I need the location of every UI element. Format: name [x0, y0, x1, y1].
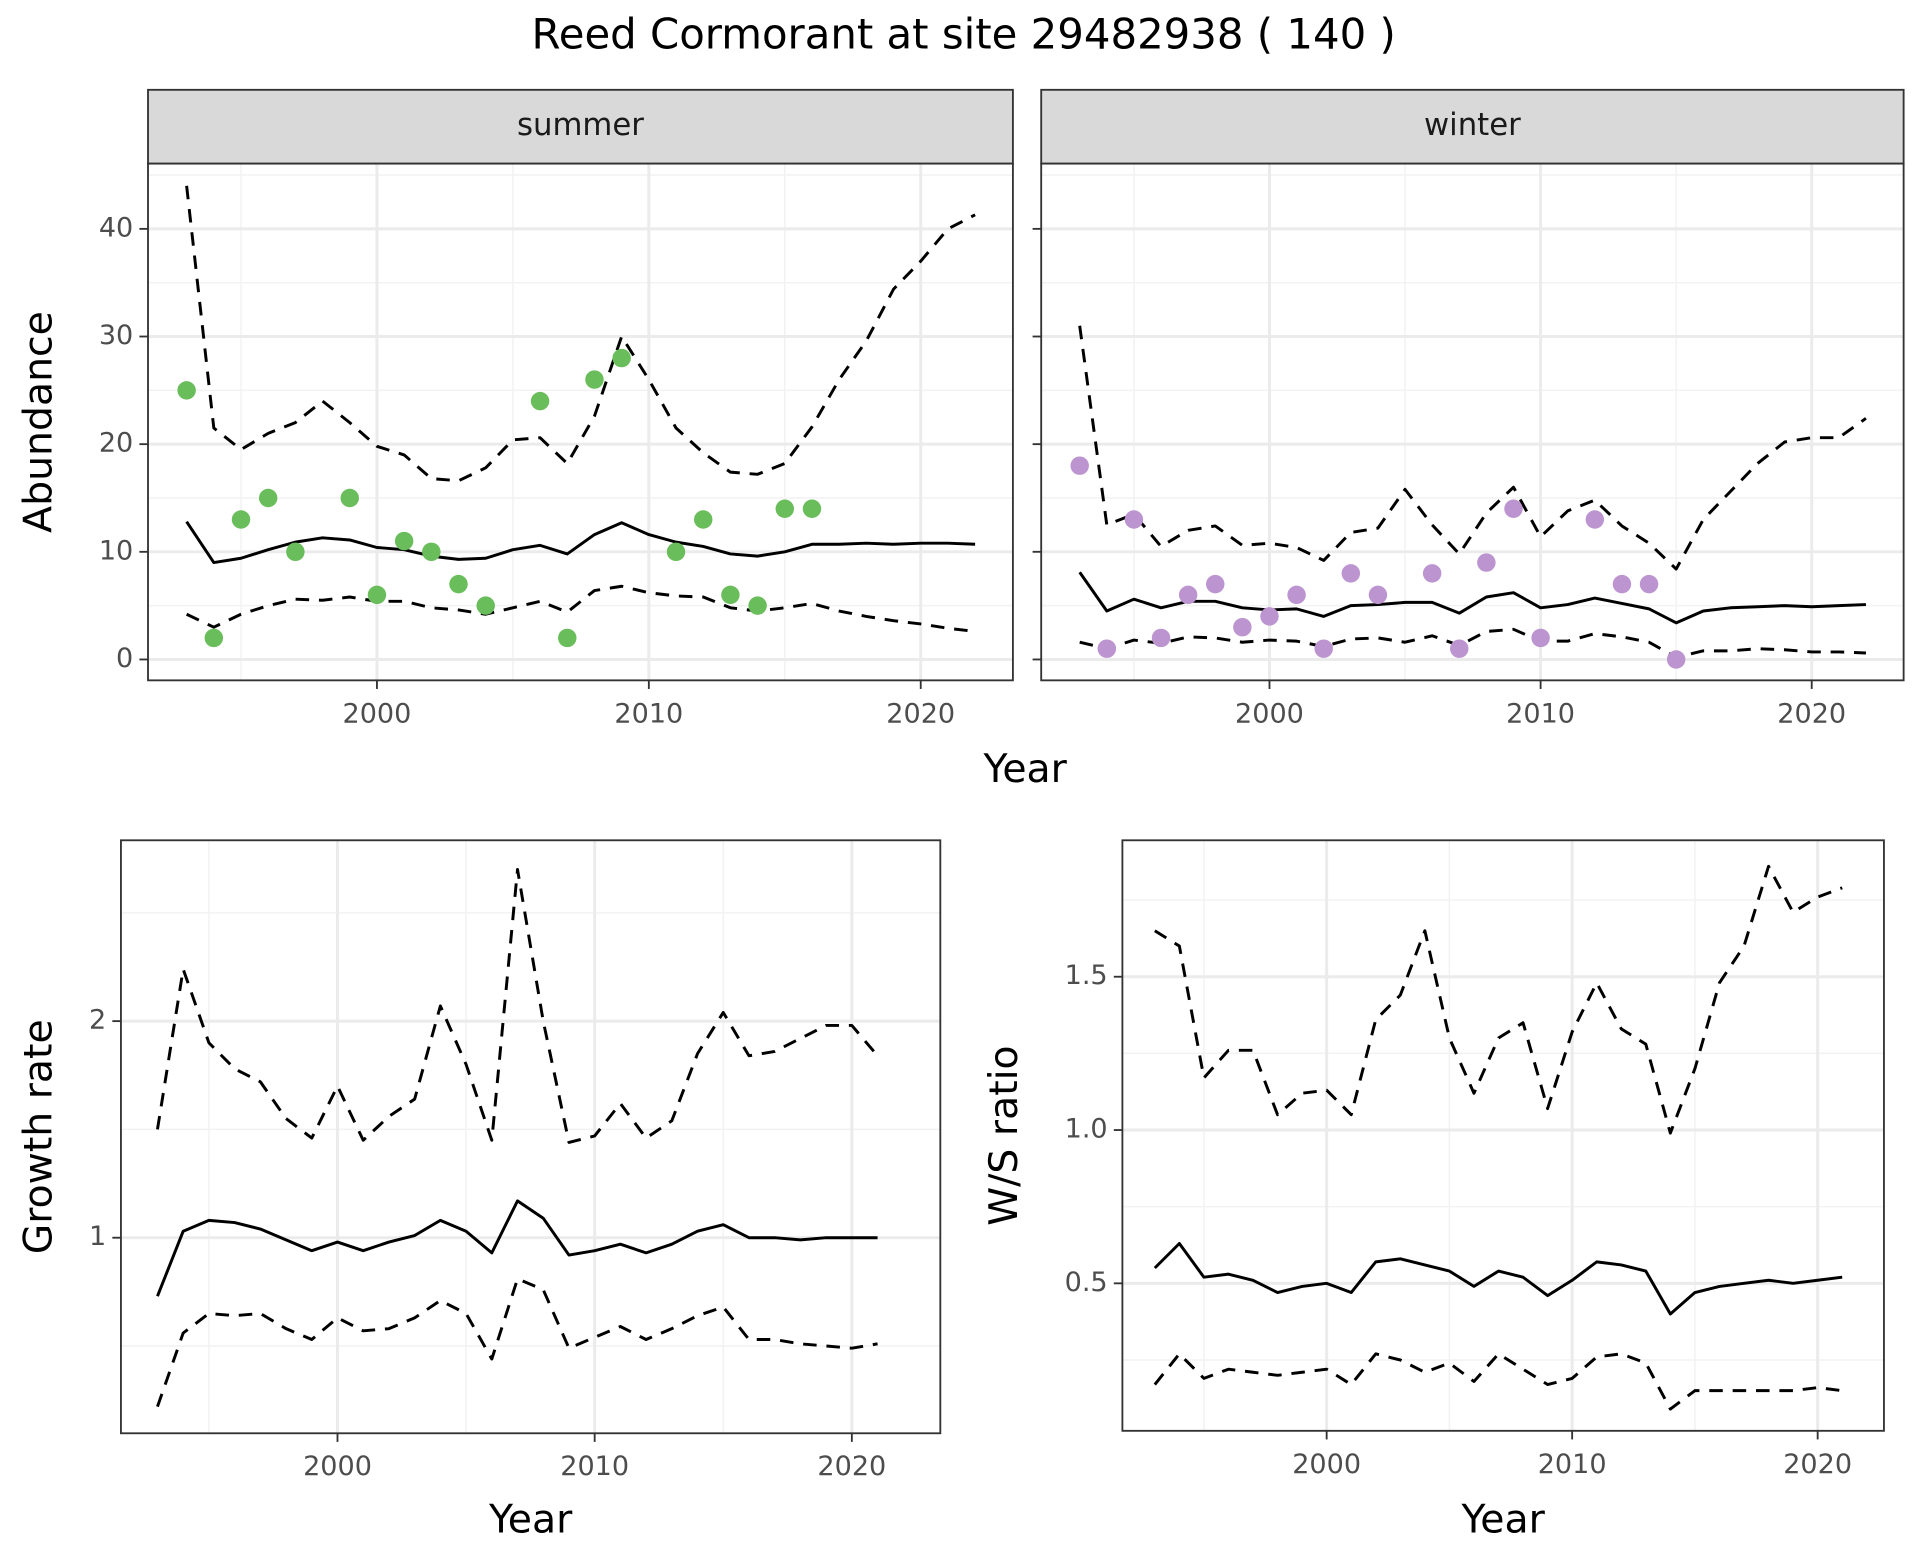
data-point: [802, 499, 822, 518]
y-tick-label: 1.0: [1065, 1114, 1108, 1145]
data-point: [1368, 585, 1388, 605]
data-point: [1070, 456, 1089, 475]
mean-line: [1153, 1242, 1843, 1316]
interval-line: [185, 185, 976, 483]
data-point: [1450, 639, 1469, 658]
y-tick-label: 40: [99, 212, 133, 243]
data-point: [530, 391, 550, 411]
data-point: [367, 585, 387, 605]
data-point: [721, 585, 740, 605]
data-point: [204, 628, 224, 648]
x-tick-label: 2010: [560, 1451, 629, 1482]
interval-line: [1079, 627, 1867, 659]
x-tick-label: 2010: [1538, 1449, 1607, 1480]
data-point: [612, 348, 631, 368]
data-point: [1585, 510, 1605, 529]
y-tick-label: 2: [89, 1005, 106, 1036]
data-point: [748, 596, 767, 615]
x-tick-label: 2020: [1783, 1449, 1852, 1480]
panel-background: [1122, 840, 1884, 1431]
data-point: [422, 542, 441, 562]
data-point: [693, 510, 713, 529]
panel-background: [120, 840, 941, 1434]
data-point: [1178, 585, 1198, 605]
data-point: [394, 531, 414, 551]
y-tick-label: 1.5: [1065, 960, 1108, 991]
data-point: [1612, 574, 1632, 594]
x-tick-label: 2000: [1235, 698, 1304, 729]
data-point: [666, 542, 686, 562]
data-point: [1206, 574, 1225, 594]
data-point: [449, 574, 468, 594]
x-tick-label: 2000: [1292, 1449, 1361, 1480]
y-axis-title: W/S ratio: [981, 1045, 1027, 1225]
data-point: [1314, 639, 1333, 658]
panel-background: [148, 163, 1013, 681]
mean-line: [185, 520, 976, 565]
data-point: [1531, 628, 1550, 648]
data-point: [1287, 585, 1306, 605]
x-tick-label: 2000: [343, 698, 412, 729]
facet-strip: [1040, 88, 1905, 165]
data-point: [1097, 639, 1117, 658]
x-axis-title: Year: [983, 746, 1068, 792]
mean-line: [1078, 571, 1867, 625]
x-tick-label: 2020: [886, 698, 955, 729]
data-point: [340, 488, 359, 508]
data-point: [286, 542, 305, 562]
data-point: [177, 381, 196, 400]
mean-line: [156, 1199, 878, 1297]
data-point: [1260, 607, 1279, 626]
data-point: [476, 596, 495, 615]
x-axis-title: Year: [488, 1496, 573, 1542]
y-axis-title: Abundance: [15, 311, 61, 533]
y-tick-label: 0.5: [1065, 1267, 1108, 1298]
data-point: [1233, 617, 1252, 637]
facet-label: winter: [1424, 107, 1521, 143]
y-tick-label: 10: [99, 535, 133, 566]
data-point: [775, 499, 795, 518]
data-point: [1477, 553, 1496, 572]
data-point: [1151, 628, 1171, 648]
x-tick-label: 2010: [1506, 698, 1575, 729]
panel-border: [1040, 162, 1905, 682]
panel-border: [120, 839, 942, 1435]
y-axis-title: Growth rate: [15, 1019, 61, 1254]
y-tick-label: 20: [99, 428, 133, 459]
facet-strip: [147, 88, 1014, 165]
data-point: [1666, 650, 1686, 669]
x-tick-label: 2020: [1777, 698, 1846, 729]
x-tick-label: 2000: [303, 1451, 372, 1482]
data-point: [1341, 564, 1361, 583]
x-axis-title: Year: [1460, 1496, 1545, 1542]
interval-line: [156, 868, 879, 1144]
panel-background: [1041, 163, 1904, 681]
y-tick-label: 1: [89, 1221, 106, 1252]
x-tick-label: 2010: [614, 698, 683, 729]
x-tick-label: 2020: [817, 1451, 886, 1482]
figure-title: Reed Cormorant at site 29482938 ( 140 ): [532, 9, 1396, 58]
data-point: [585, 370, 604, 389]
interval-line: [1154, 864, 1843, 1135]
y-tick-label: 0: [116, 643, 133, 674]
data-point: [258, 488, 278, 508]
data-point: [1124, 510, 1144, 529]
interval-line: [185, 584, 976, 633]
interval-line: [156, 1277, 878, 1408]
data-point: [1504, 499, 1523, 518]
y-tick-label: 30: [99, 320, 133, 351]
facet-label: summer: [517, 107, 644, 143]
data-point: [1422, 564, 1442, 583]
panel-border: [1121, 839, 1885, 1432]
interval-line: [1153, 1352, 1843, 1411]
data-point: [231, 510, 251, 529]
data-point: [1639, 574, 1659, 594]
data-point: [558, 628, 577, 648]
panel-border: [147, 162, 1014, 682]
